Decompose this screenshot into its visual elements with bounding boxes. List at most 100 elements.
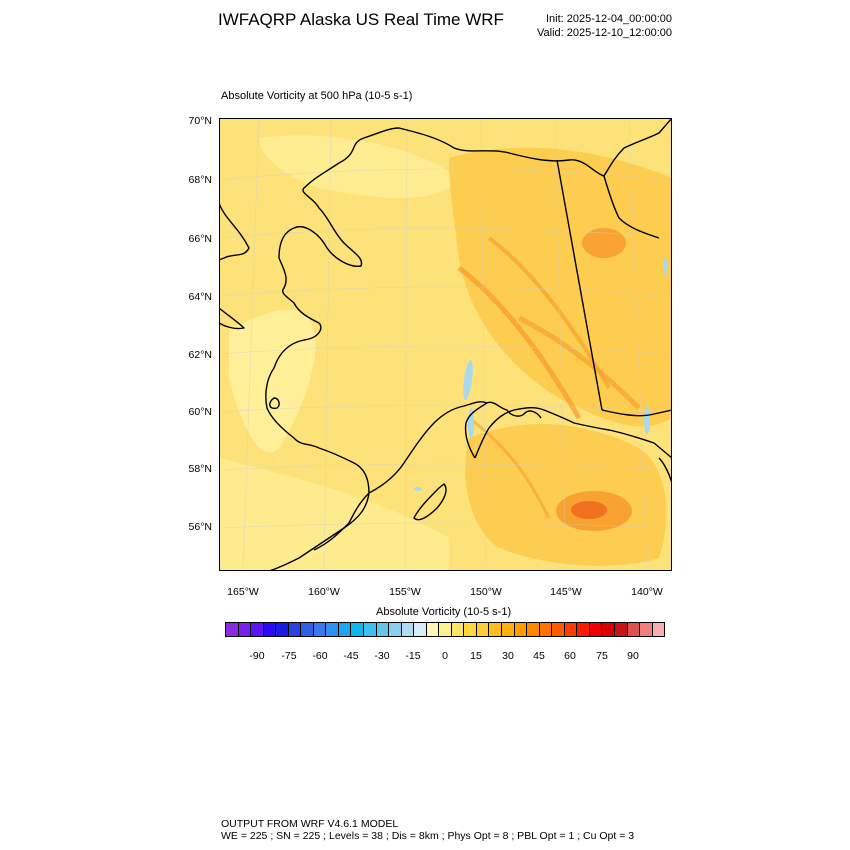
colorbar-swatch <box>338 623 352 636</box>
coast-stlawrence <box>219 202 250 261</box>
colorbar-swatch <box>464 623 477 636</box>
coast-southwest <box>268 447 370 571</box>
coast-kodiak <box>413 483 447 521</box>
lon-label-155: 155°W <box>389 586 421 598</box>
graticule <box>219 118 672 571</box>
colorbar-tick: -30 <box>374 650 390 662</box>
coastlines <box>219 118 672 571</box>
coast-west-norton <box>265 162 363 449</box>
colorbar-swatch <box>288 623 302 636</box>
lon-label-165: 165°W <box>227 586 259 598</box>
colorbar-swatch <box>476 623 490 636</box>
colorbar-tick: -15 <box>405 650 421 662</box>
colorbar-swatch <box>514 623 528 636</box>
colorbar-swatch <box>577 623 590 636</box>
colorbar-swatch <box>502 623 515 636</box>
coast-nunivak <box>269 397 280 410</box>
lat-label-70: 70°N <box>188 115 212 127</box>
colorbar-swatch <box>552 623 565 636</box>
valid-time: Valid: 2025-12-10_12:00:00 <box>537 27 672 39</box>
lon-label-150: 150°W <box>470 586 502 598</box>
colorbar-swatch <box>527 623 540 636</box>
field-arc-4 <box>468 416 551 519</box>
colorbar-swatch <box>439 623 452 636</box>
colorbar-swatch <box>489 623 503 636</box>
colorbar-tick: 30 <box>502 650 514 662</box>
colorbar-swatch <box>401 623 415 636</box>
colorbar-tick: 60 <box>564 650 576 662</box>
colorbar-swatch <box>589 623 603 636</box>
colorbar-swatch <box>351 623 365 636</box>
colorbar-swatch <box>226 623 239 636</box>
coast-prince-william <box>486 401 542 419</box>
colorbar-swatch <box>276 623 289 636</box>
coast-west-island <box>219 307 245 330</box>
colorbar-swatch <box>414 623 427 636</box>
colorbar-swatch <box>614 623 628 636</box>
coast-peninsula <box>313 492 370 551</box>
coast-north-arctic <box>338 118 672 177</box>
border-yukon-nwt <box>603 175 660 239</box>
lon-label-140: 140°W <box>631 586 663 598</box>
colorbar-swatch <box>426 623 440 636</box>
lat-label-64: 64°N <box>188 291 212 303</box>
coast-kenai <box>474 407 672 459</box>
lon-label-145: 145°W <box>550 586 582 598</box>
field-low-west <box>229 309 316 453</box>
field-moderate-east <box>449 147 672 427</box>
colorbar-swatch <box>326 623 339 636</box>
colorbar-tick: 75 <box>596 650 608 662</box>
colorbar-tick: 0 <box>442 650 448 662</box>
colorbar-tick: -60 <box>312 650 328 662</box>
colorbar-tick: 15 <box>470 650 482 662</box>
field-negative-4 <box>663 257 667 275</box>
colorbar-swatch <box>564 623 578 636</box>
lat-label-62: 62°N <box>188 349 212 361</box>
colorbar-tick: -75 <box>281 650 297 662</box>
lat-label-60: 60°N <box>188 406 212 418</box>
field-low-north <box>259 135 459 198</box>
colorbar-swatch <box>238 623 252 636</box>
colorbar-tick: 45 <box>533 650 545 662</box>
lat-label-58: 58°N <box>188 463 212 475</box>
colorbar-swatch <box>652 623 665 636</box>
lon-label-160: 160°W <box>308 586 340 598</box>
lat-label-56: 56°N <box>188 521 212 533</box>
field-negative-1 <box>463 360 473 400</box>
map-subtitle: Absolute Vorticity at 500 hPa (10-5 s-1) <box>221 90 413 102</box>
page-title: IWFAQRP Alaska US Real Time WRF <box>218 10 504 29</box>
colorbar-swatch <box>602 623 615 636</box>
init-time: Init: 2025-12-04_00:00:00 <box>546 13 672 25</box>
border-alaska-yukon <box>556 159 603 411</box>
vorticity-map <box>219 118 672 571</box>
field-peak-core <box>571 501 607 519</box>
colorbar-swatch <box>251 623 264 636</box>
colorbar-tick: 90 <box>627 650 639 662</box>
colorbar-swatch <box>451 623 465 636</box>
colorbar-swatch <box>640 623 653 636</box>
colorbar-swatch <box>627 623 641 636</box>
colorbar <box>225 622 665 637</box>
colorbar-swatch <box>313 623 327 636</box>
lat-label-68: 68°N <box>188 174 212 186</box>
colorbar-tick: -45 <box>343 650 359 662</box>
colorbar-swatch <box>539 623 553 636</box>
field-negative-5 <box>414 487 422 491</box>
field-moderate-south <box>465 424 667 566</box>
field-high-north <box>582 228 626 258</box>
colorbar-tick: -90 <box>249 650 265 662</box>
colorbar-swatch <box>376 623 390 636</box>
footer-model: OUTPUT FROM WRF V4.6.1 MODEL <box>221 818 399 830</box>
colorbar-swatch <box>389 623 402 636</box>
coast-cook-inlet <box>368 401 488 494</box>
field-arc-3 <box>517 315 641 410</box>
field-arc-1 <box>457 266 582 420</box>
border-bc <box>601 409 672 417</box>
colorbar-swatch <box>263 623 277 636</box>
field-negative-3 <box>644 406 650 434</box>
colorbar-title: Absolute Vorticity (10-5 s-1) <box>376 606 512 618</box>
field-arc-2 <box>487 236 611 389</box>
footer-config: WE = 225 ; SN = 225 ; Levels = 38 ; Dis … <box>221 830 635 842</box>
field-low-band <box>219 458 449 571</box>
lat-label-66: 66°N <box>188 233 212 245</box>
